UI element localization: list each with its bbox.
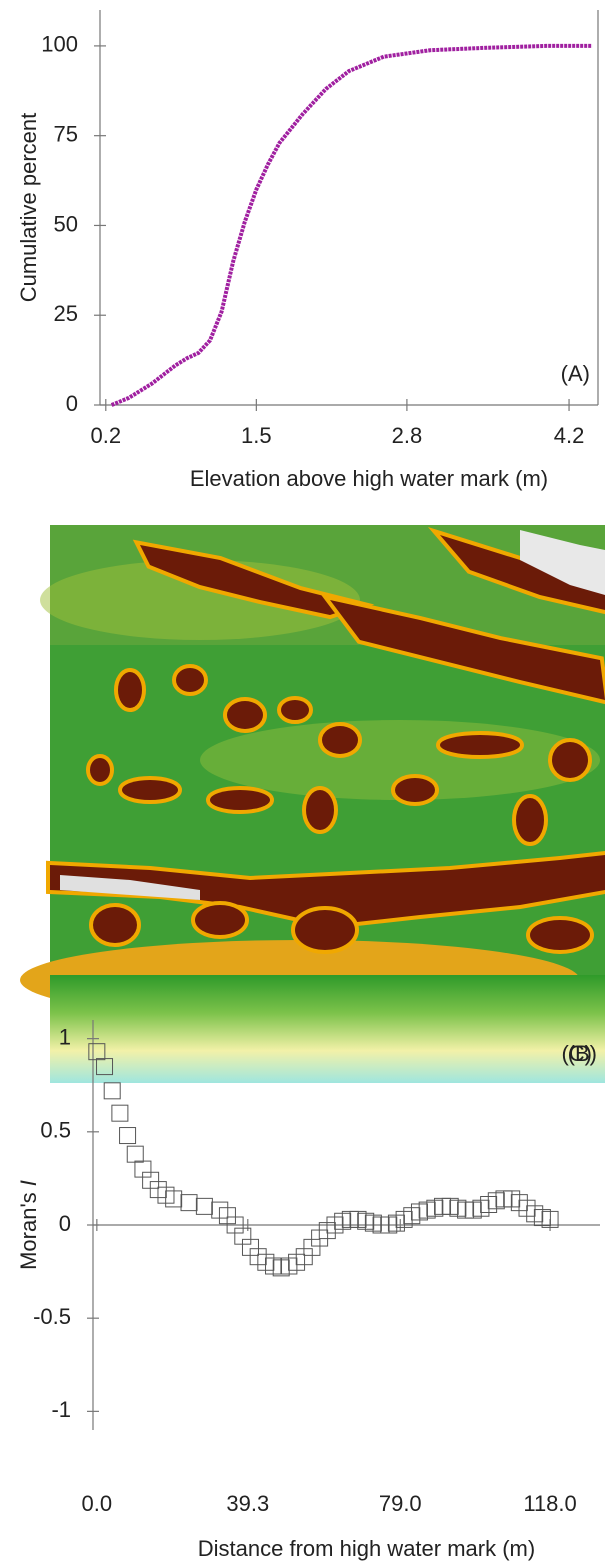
y-tick-label: -0.5 [33, 1304, 71, 1329]
point [181, 1195, 197, 1211]
x-tick-label: 79.0 [379, 1491, 422, 1516]
x-tick-label: 2.8 [392, 423, 423, 448]
x-axis-title: Elevation above high water mark (m) [190, 466, 548, 491]
y-axis-title-text: Moran's [16, 1192, 41, 1270]
y-tick-label: 50 [54, 211, 78, 236]
y-tick-label: 1 [59, 1024, 71, 1049]
y-axis-title: Cumulative percent [16, 113, 41, 303]
point [127, 1146, 143, 1162]
x-tick-label: 0.2 [90, 423, 121, 448]
point [104, 1083, 120, 1099]
x-tick-label: 0.0 [82, 1491, 113, 1516]
y-tick-label: 100 [41, 32, 78, 57]
x-tick-label: 4.2 [554, 423, 585, 448]
x-tick-label: 1.5 [241, 423, 272, 448]
y-axis-title: Moran's I [16, 1180, 41, 1270]
elevation-map [20, 525, 605, 1083]
point [120, 1128, 136, 1144]
panel-label: (A) [561, 361, 590, 386]
x-axis-title: Distance from high water mark (m) [198, 1536, 535, 1561]
y-tick-label: 0 [59, 1211, 71, 1236]
panel-label: (C) [561, 1041, 592, 1066]
y-tick-label: 0.5 [40, 1118, 71, 1143]
cumulative-line [112, 46, 593, 405]
figure: 0 25 50 75 100 0.2 1.5 2.8 4.2Elevation above hi… [0, 0, 605, 1566]
x-tick-label: 118.0 [523, 1491, 576, 1516]
point [196, 1198, 212, 1214]
y-tick-label: 25 [54, 301, 78, 326]
x-tick-label: 39.3 [226, 1491, 269, 1516]
y-tick-label: 0 [66, 391, 78, 416]
page: 0 25 50 75 100 0.2 1.5 2.8 4.2Elevation above hi… [0, 0, 605, 1566]
y-tick-label: -1 [51, 1397, 71, 1422]
y-axis-title-text: Cumulative percent [16, 113, 41, 303]
point [112, 1105, 128, 1121]
y-axis-title-italic: I [16, 1180, 41, 1186]
y-tick-label: 75 [54, 121, 78, 146]
